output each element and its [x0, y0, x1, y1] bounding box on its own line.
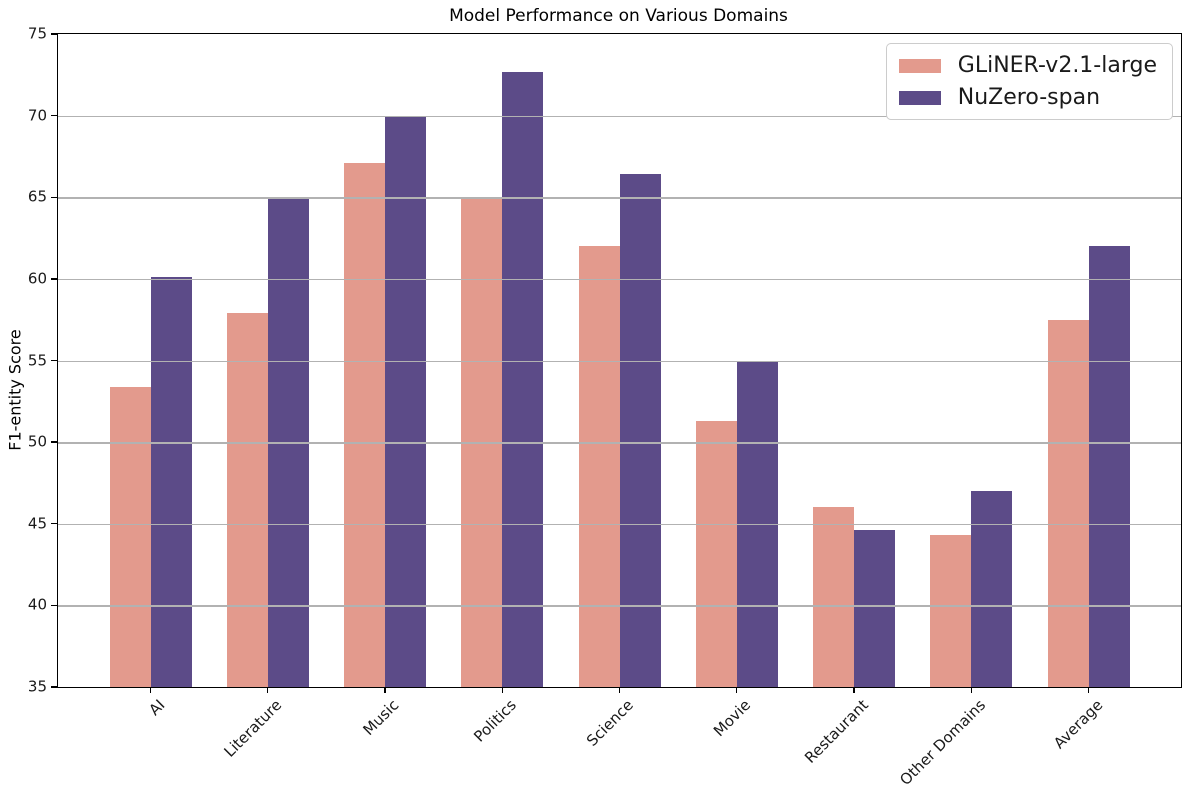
gridline: [58, 523, 1181, 526]
bar-gliner-v2-1-large-ai: [109, 386, 151, 687]
gridline: [58, 278, 1181, 281]
bar-group-science: [578, 34, 661, 687]
legend-swatch-gliner: [898, 58, 941, 73]
y-tick: [51, 604, 57, 607]
legend-swatch-nuzero: [898, 90, 941, 105]
bar-gliner-v2-1-large-science: [578, 246, 620, 687]
bar-nuzero-span-restaurant: [854, 530, 895, 687]
y-tick: [51, 359, 57, 362]
y-tick-label: 50: [27, 432, 47, 451]
bar-group-ai: [109, 34, 192, 687]
bar-gliner-v2-1-large-literature: [226, 313, 268, 687]
bar-gliner-v2-1-large-music: [344, 162, 385, 687]
y-tick-label: 45: [27, 514, 47, 533]
bar-gliner-v2-1-large-average: [1047, 319, 1089, 687]
bar-group-music: [344, 34, 426, 687]
chart-title: Model Performance on Various Domains: [449, 6, 788, 26]
bar-group-restaurant: [813, 34, 895, 687]
bar-nuzero-span-politics: [502, 71, 544, 687]
legend-label-gliner: GLiNER-v2.1-large: [957, 53, 1157, 78]
x-tick-label: Music: [359, 696, 403, 739]
x-tick-label: Restaurant: [800, 696, 872, 767]
x-tick: [267, 687, 269, 693]
x-tick-label: AI: [145, 696, 169, 720]
x-tick: [618, 687, 621, 693]
bar-nuzero-span-science: [619, 174, 661, 687]
y-tick-label: 35: [27, 677, 47, 696]
y-tick-label: 60: [27, 269, 47, 288]
bar-gliner-v2-1-large-other-domains: [930, 535, 972, 687]
x-tick: [736, 687, 738, 693]
x-tick-label: Literature: [220, 696, 286, 761]
bar-gliner-v2-1-large-restaurant: [813, 507, 854, 687]
legend: GLiNER-v2.1-large NuZero-span: [885, 43, 1173, 120]
y-tick: [51, 441, 57, 443]
y-tick-label: 70: [27, 106, 47, 125]
bar-gliner-v2-1-large-movie: [695, 420, 737, 687]
bar-nuzero-span-other-domains: [971, 491, 1013, 687]
x-tick: [149, 687, 152, 693]
y-tick: [51, 33, 57, 35]
plot-area: AI Literature Music Politics Science Movie Res…: [28, 25, 1182, 789]
y-tick: [51, 686, 57, 688]
gridline: [58, 197, 1181, 199]
y-tick: [51, 278, 57, 280]
legend-label-nuzero: NuZero-span: [957, 85, 1101, 110]
gridline: [58, 115, 1181, 118]
x-tick: [384, 687, 386, 693]
legend-item-nuzero: NuZero-span: [898, 85, 1157, 110]
x-tick-label: Movie: [710, 696, 755, 741]
x-tick: [853, 687, 855, 693]
y-tick-label: 40: [27, 596, 47, 615]
y-axis-label: F1-entity Score: [5, 329, 25, 451]
x-tick: [1087, 687, 1090, 693]
y-tick-label: 65: [27, 187, 47, 206]
bar-nuzero-span-average: [1088, 246, 1130, 687]
gridline: [58, 442, 1181, 444]
bar-nuzero-span-ai: [150, 277, 192, 687]
y-tick-label: 55: [27, 351, 47, 370]
gridline: [58, 605, 1181, 607]
gridline: [58, 360, 1181, 362]
y-tick-label: 75: [27, 24, 47, 43]
legend-item-gliner: GLiNER-v2.1-large: [898, 53, 1157, 78]
y-tick: [51, 114, 57, 117]
y-tick: [51, 196, 57, 198]
x-tick: [501, 687, 503, 693]
x-tick-label: Average: [1049, 696, 1107, 753]
x-tick-label: Other Domains: [896, 696, 989, 789]
x-tick-label: Science: [583, 696, 638, 750]
y-tick: [51, 523, 57, 525]
bar-group-average: [1047, 34, 1130, 687]
x-tick: [970, 687, 972, 693]
x-tick-label: Politics: [470, 696, 520, 746]
bar-nuzero-span-music: [385, 117, 426, 687]
